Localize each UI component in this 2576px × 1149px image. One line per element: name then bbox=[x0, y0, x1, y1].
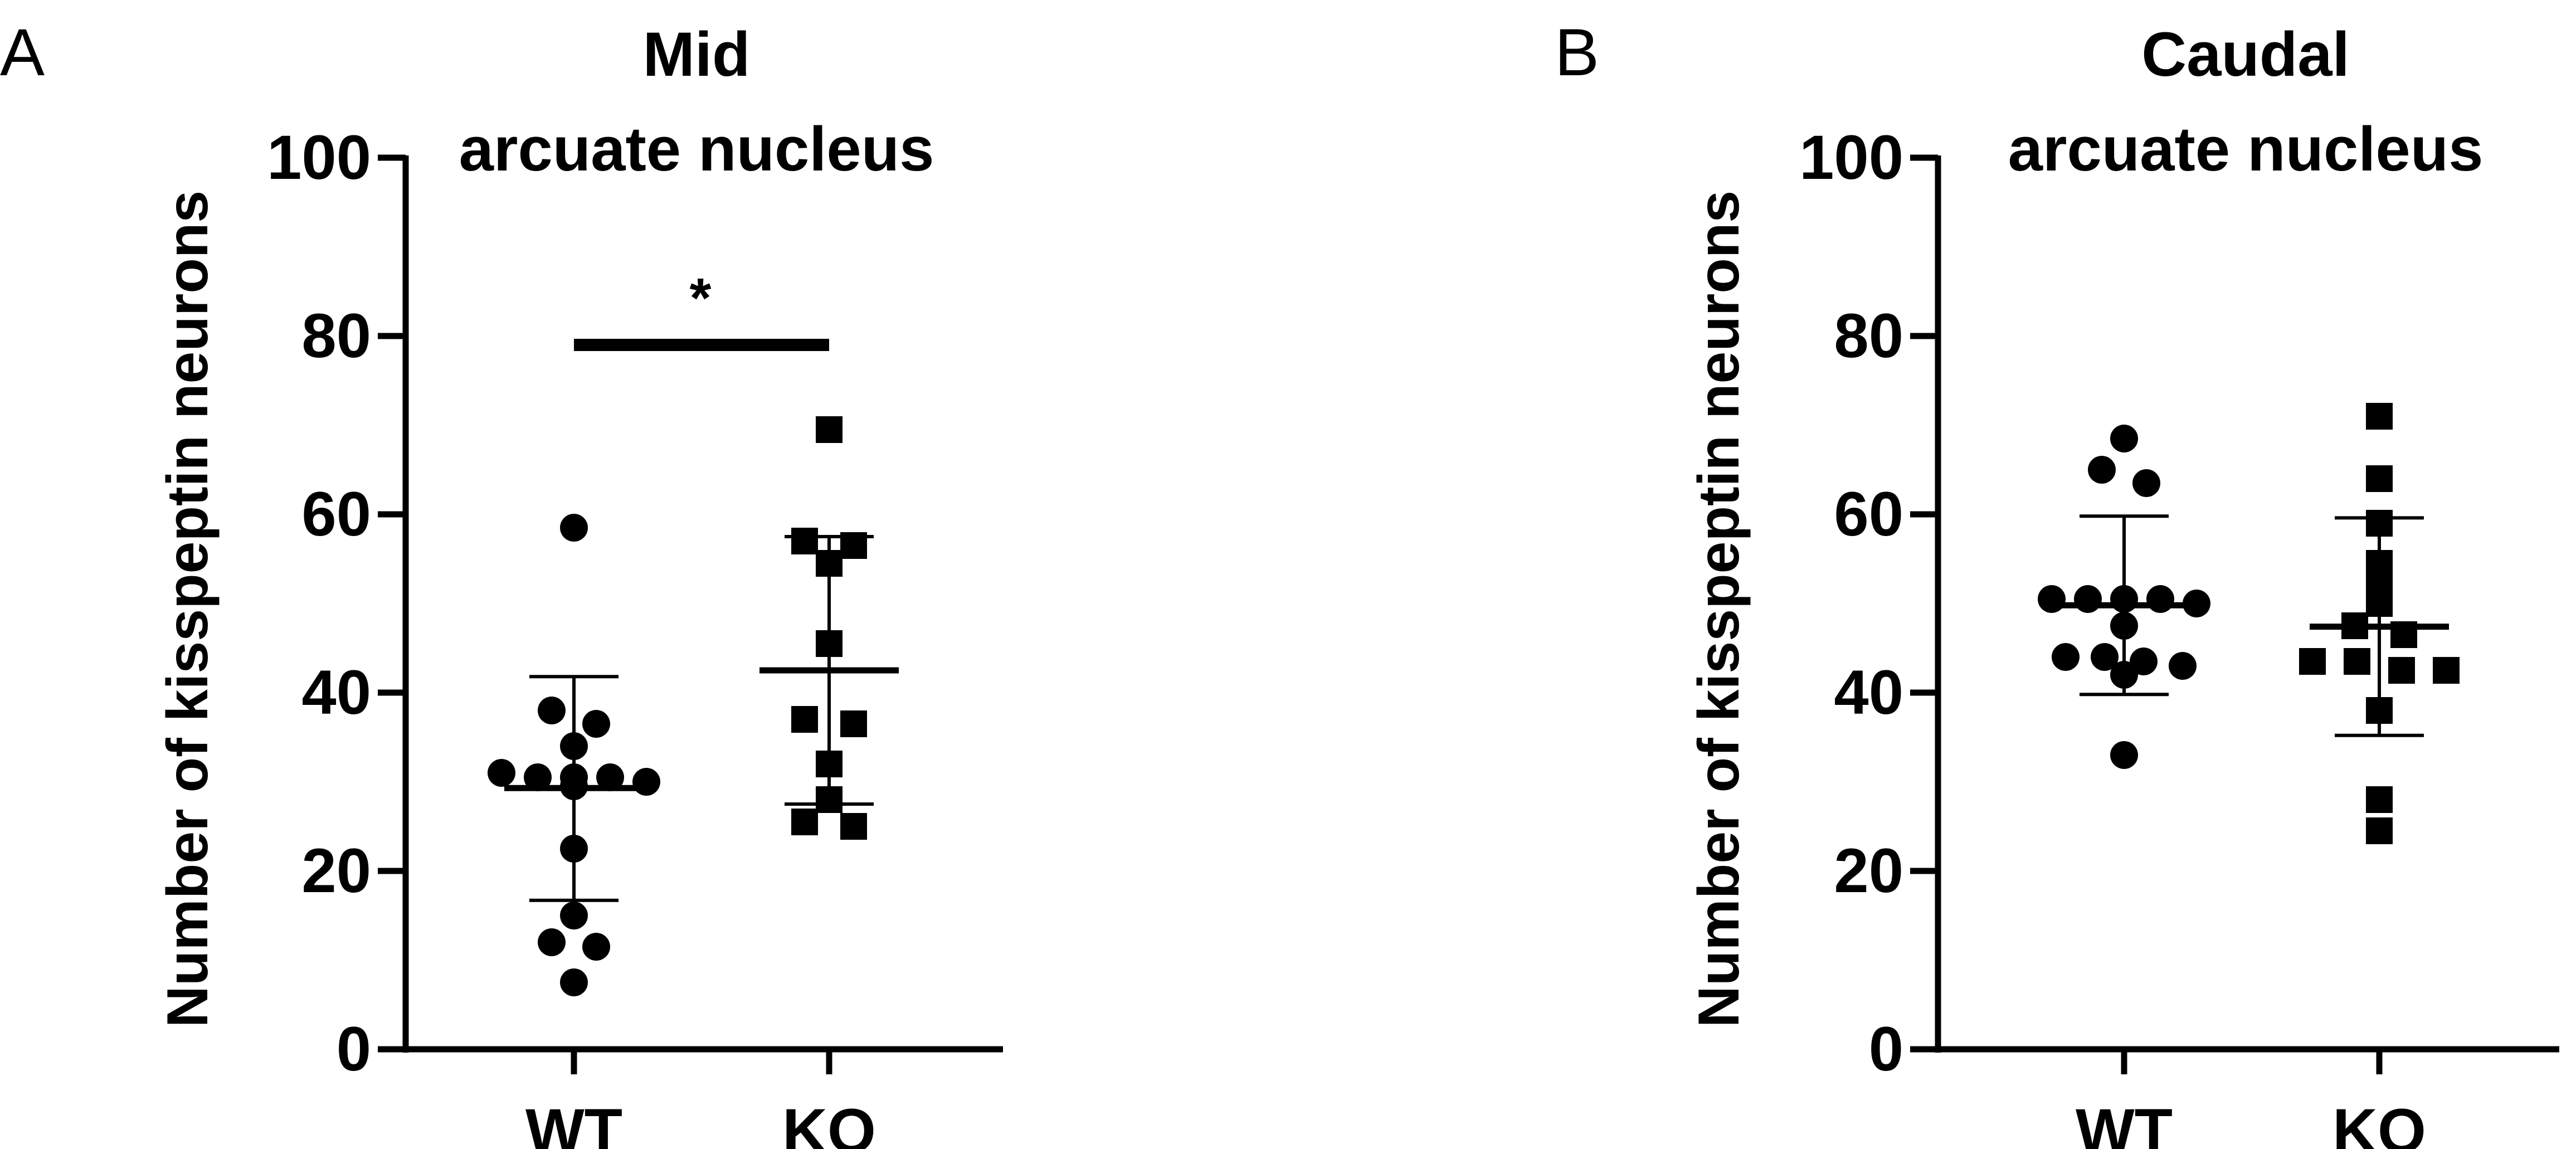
x-category-label: WT bbox=[525, 1096, 622, 1149]
data-point-circle bbox=[2183, 590, 2210, 617]
chart-panel-a: A Mid arcuate nucleus Number of kisspeptin … bbox=[0, 15, 1003, 1149]
data-point-square bbox=[2344, 648, 2370, 675]
data-point-square bbox=[840, 710, 867, 737]
data-point-square bbox=[2366, 465, 2393, 492]
data-point-square bbox=[2433, 657, 2460, 684]
y-tick-label: 0 bbox=[1869, 1014, 1903, 1084]
data-point-square bbox=[2366, 403, 2393, 430]
chart-title-line: arcuate nucleus bbox=[459, 114, 934, 184]
data-point-square bbox=[2366, 817, 2393, 844]
data-point-square bbox=[791, 809, 818, 835]
data-point-circle bbox=[560, 968, 588, 996]
y-axis-label: Number of kisspeptin neurons bbox=[1687, 191, 1751, 1028]
data-point-square bbox=[840, 813, 867, 840]
data-point-circle bbox=[538, 928, 566, 956]
data-point-square bbox=[816, 416, 843, 443]
y-tick-label: 40 bbox=[1834, 658, 1903, 727]
y-tick-label: 40 bbox=[301, 658, 371, 727]
x-category-label: WT bbox=[2076, 1096, 2173, 1149]
y-tick-label: 100 bbox=[1799, 123, 1903, 192]
data-point-circle bbox=[582, 710, 610, 738]
data-point-circle bbox=[2110, 425, 2138, 452]
data-point-square bbox=[791, 528, 818, 554]
data-point-circle bbox=[524, 763, 552, 791]
y-tick-label: 80 bbox=[1834, 301, 1903, 371]
data-point-circle bbox=[2130, 647, 2158, 675]
data-point-circle bbox=[538, 697, 566, 724]
data-point-circle bbox=[582, 933, 610, 961]
data-point-circle bbox=[2074, 585, 2102, 613]
chart-title-line: Caudal bbox=[2141, 20, 2349, 89]
y-tick-label: 100 bbox=[267, 123, 371, 192]
data-point-circle bbox=[2146, 585, 2174, 613]
y-tick-label: 60 bbox=[1834, 479, 1903, 549]
y-axis-label: Number of kisspeptin neurons bbox=[155, 191, 220, 1028]
data-point-circle bbox=[2091, 643, 2119, 671]
chart-panel-b: B Caudal arcuate nucleus Number of kisspept… bbox=[1555, 15, 2559, 1149]
y-tick-label: 20 bbox=[1834, 836, 1903, 905]
x-category-label: KO bbox=[2332, 1096, 2426, 1149]
y-tick-label: 60 bbox=[301, 479, 371, 549]
panel-letter: B bbox=[1555, 15, 1599, 90]
data-point-circle bbox=[560, 902, 588, 929]
data-point-circle bbox=[2132, 469, 2160, 497]
data-point-circle bbox=[2169, 652, 2197, 680]
chart-title-line: Mid bbox=[643, 20, 751, 89]
data-point-circle bbox=[596, 763, 624, 791]
data-point-square bbox=[791, 706, 818, 733]
x-category-label: KO bbox=[782, 1096, 876, 1149]
y-tick-label: 0 bbox=[337, 1014, 371, 1084]
data-point-circle bbox=[2052, 643, 2080, 671]
panel-letter: A bbox=[0, 15, 45, 90]
data-point-circle bbox=[560, 514, 588, 542]
data-point-circle bbox=[2038, 585, 2066, 613]
y-tick-label: 80 bbox=[301, 301, 371, 371]
data-point-square bbox=[2299, 648, 2326, 675]
significance-label: * bbox=[690, 267, 712, 329]
data-point-square bbox=[2388, 657, 2415, 684]
data-point-circle bbox=[2088, 456, 2116, 484]
data-point-circle bbox=[2110, 741, 2138, 769]
data-point-square bbox=[2366, 786, 2393, 813]
chart-title-line: arcuate nucleus bbox=[2008, 114, 2484, 184]
y-tick-label: 20 bbox=[301, 836, 371, 905]
data-point-circle bbox=[632, 768, 660, 796]
data-point-circle bbox=[488, 759, 515, 787]
